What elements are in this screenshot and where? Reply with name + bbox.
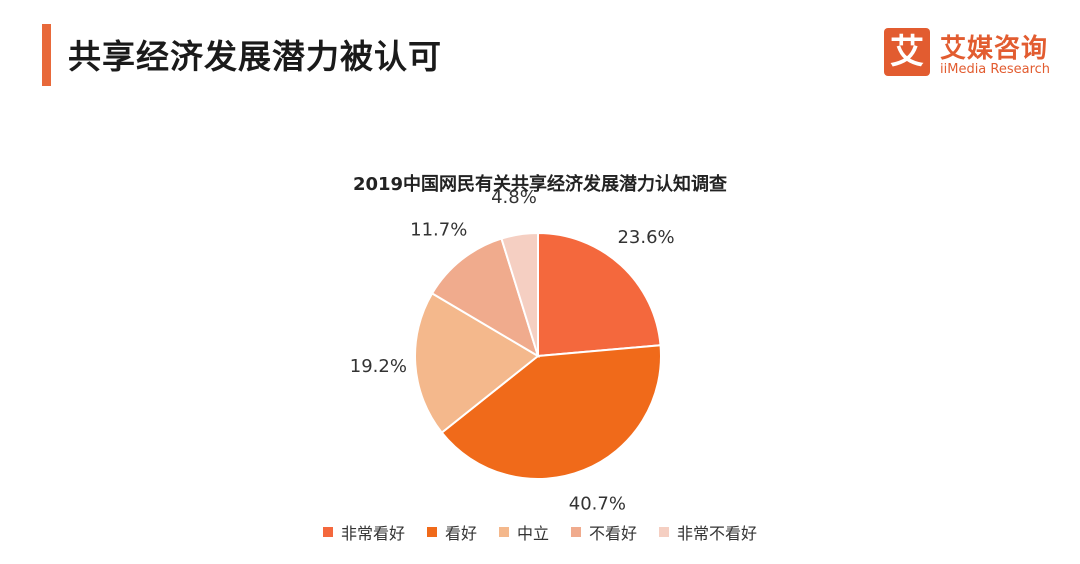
legend-swatch bbox=[498, 527, 509, 537]
data-label-4: 4.8% bbox=[491, 187, 537, 208]
data-label-0: 23.6% bbox=[617, 227, 674, 248]
legend-item-0: 非常看好 bbox=[322, 520, 405, 544]
data-label-1: 40.7% bbox=[569, 494, 626, 515]
pie-slice-3 bbox=[430, 237, 540, 359]
logo-text-en: iiMedia Research bbox=[940, 62, 1051, 77]
pie-slice-4 bbox=[500, 231, 539, 357]
pie-slice-1 bbox=[440, 344, 662, 480]
legend-item-3: 不看好 bbox=[571, 520, 637, 544]
chart-legend: 非常看好 看好 中立 不看好 非常不看好 bbox=[0, 520, 1080, 544]
page-title: 共享经济发展潜力被认可 bbox=[68, 37, 442, 76]
legend-swatch bbox=[571, 527, 581, 537]
data-label-3: 11.7% bbox=[410, 220, 467, 241]
legend-label: 不看好 bbox=[589, 524, 638, 543]
legend-swatch bbox=[426, 527, 437, 537]
pie-slice-0 bbox=[537, 231, 662, 358]
legend-item-1: 看好 bbox=[426, 520, 477, 544]
legend-swatch bbox=[659, 527, 670, 537]
title-accent-bar bbox=[42, 24, 51, 86]
legend-label: 中立 bbox=[516, 524, 549, 543]
logo-text-cn: 艾媒咨询 bbox=[940, 34, 1049, 64]
chart-title: 2019中国网民有关共享经济发展潜力认知调查 bbox=[352, 174, 728, 195]
iimedia-logo: 艾 艾媒咨询 iiMedia Research bbox=[884, 28, 1064, 84]
legend-swatch bbox=[322, 527, 333, 537]
legend-label: 非常看好 bbox=[340, 524, 405, 543]
logo-mark: 艾 bbox=[884, 28, 930, 76]
legend-label: 非常不看好 bbox=[677, 524, 758, 543]
pie-slice-2 bbox=[414, 292, 540, 435]
data-label-2: 19.2% bbox=[350, 356, 407, 377]
legend-item-2: 中立 bbox=[498, 520, 549, 544]
legend-label: 看好 bbox=[444, 524, 477, 543]
legend-item-4: 非常不看好 bbox=[659, 520, 757, 544]
